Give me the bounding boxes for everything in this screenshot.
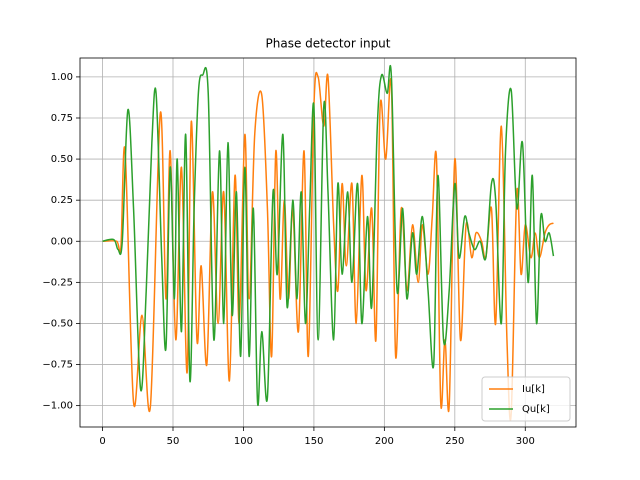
plot-area [102, 65, 555, 422]
x-tick-label: 250 [445, 436, 464, 447]
y-tick-label: 0.75 [51, 113, 73, 124]
x-tick-label: 0 [99, 436, 105, 447]
x-tick-label: 200 [375, 436, 394, 447]
y-tick-label: −0.50 [42, 318, 73, 329]
data-line [102, 71, 554, 422]
y-tick-label: 0.50 [51, 154, 73, 165]
x-tick-label: 150 [304, 436, 323, 447]
x-tick-label: 100 [234, 436, 253, 447]
chart-title: Phase detector input [266, 37, 391, 51]
legend-label: Qu[k] [522, 404, 550, 415]
legend-label: Iu[k] [522, 384, 545, 395]
x-tick-label: 50 [167, 436, 180, 447]
y-tick-label: −0.25 [42, 277, 73, 288]
axes-frame [79, 57, 577, 428]
legend-box [481, 376, 571, 422]
data-line [102, 65, 555, 407]
y-tick-label: −0.75 [42, 360, 73, 371]
x-tick-label: 300 [516, 436, 535, 447]
y-tick-label: 0.00 [51, 236, 73, 247]
y-tick-label: 1.00 [51, 72, 73, 83]
y-tick-label: −1.00 [42, 401, 73, 412]
y-tick-label: 0.25 [51, 195, 73, 206]
